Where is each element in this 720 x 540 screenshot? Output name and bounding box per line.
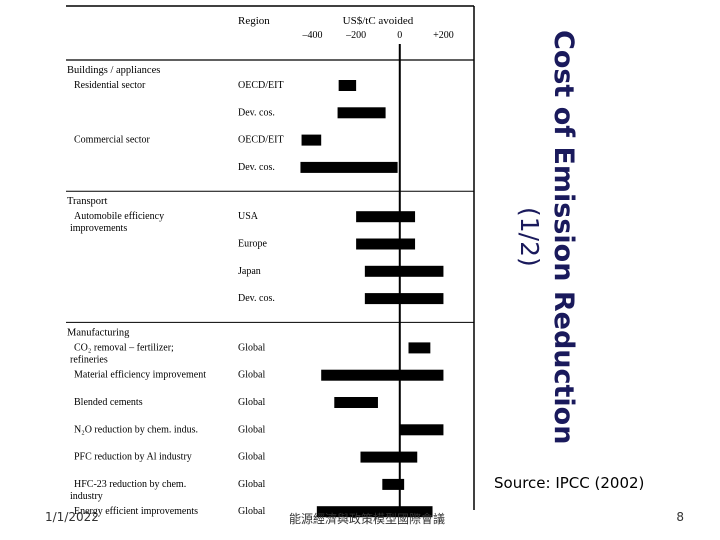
bar-3 — [301, 134, 322, 146]
row-region-10: Global — [238, 370, 265, 381]
row-region-4: Dev. cos. — [238, 162, 275, 173]
bar-7 — [364, 265, 444, 277]
tick-label-4: +200 — [433, 30, 454, 41]
bar-8 — [364, 293, 444, 305]
row-label-9-1: CO₂ removal – fertilizer; — [74, 342, 174, 353]
row-region-12: Global — [238, 424, 265, 435]
slide-title-line2: (1/2) — [515, 207, 544, 267]
row-label-15-1: Energy efficient improvements — [74, 506, 198, 517]
slide-title-line1: Cost of Emission Reduction — [548, 29, 579, 445]
row-label-3-1: Commercial sector — [74, 135, 150, 146]
row-label-13-1: PFC reduction by Al industry — [74, 452, 192, 463]
row-label-1-1: Residential sector — [74, 80, 146, 91]
row-region-14: Global — [238, 479, 265, 490]
row-label-9-2: refineries — [70, 354, 108, 365]
row-region-5: USA — [238, 211, 259, 222]
row-region-8: Dev. cos. — [238, 293, 275, 304]
row-region-9: Global — [238, 342, 265, 353]
group-heading-2: Transport — [67, 196, 108, 207]
row-label-14-1: HFC-23 reduction by chem. — [74, 479, 186, 490]
slide-title: Cost of Emission Reduction (1/2) — [498, 22, 594, 452]
row-region-6: Europe — [238, 239, 267, 250]
footer-conference: 能源經濟與政策模型國際會議 — [288, 512, 445, 526]
row-label-10-1: Material efficiency improvement — [74, 370, 206, 381]
tick-label-2: –200 — [345, 30, 366, 41]
page-number: 8 — [676, 510, 684, 524]
group-heading-3: Manufacturing — [67, 327, 130, 338]
row-region-13: Global — [238, 452, 265, 463]
tick-label-3: 0 — [397, 30, 402, 41]
bar-11 — [334, 397, 378, 408]
bar-1 — [338, 80, 357, 91]
row-region-3: OECD/EIT — [238, 135, 284, 146]
source-note: Source: IPCC (2002) — [494, 474, 645, 492]
row-region-15: Global — [238, 506, 265, 517]
bar-2 — [337, 107, 386, 119]
bar-13 — [360, 451, 418, 463]
bar-5 — [356, 211, 416, 223]
row-label-5-2: improvements — [70, 223, 127, 234]
axis-label: US$/tC avoided — [343, 15, 414, 27]
bar-12 — [399, 424, 444, 436]
row-label-11-1: Blended cements — [74, 397, 143, 408]
bar-4 — [300, 161, 398, 173]
row-region-2: Dev. cos. — [238, 107, 275, 118]
row-labels: Buildings / appliances Transport Manufactu… — [67, 65, 284, 517]
bar-10 — [321, 369, 444, 381]
row-region-11: Global — [238, 397, 265, 408]
row-region-1: OECD/EIT — [238, 80, 284, 91]
bar-14 — [382, 478, 405, 490]
row-region-7: Japan — [238, 266, 261, 277]
row-label-5-1: Automobile efficiency — [74, 211, 164, 222]
row-label-12-1: N₂O reduction by chem. indus. — [74, 424, 198, 435]
group-heading-1: Buildings / appliances — [67, 65, 160, 76]
tick-label-1: –400 — [301, 30, 322, 41]
footer-date: 1/1/2022 — [45, 510, 99, 524]
header-region: Region — [238, 15, 270, 27]
bar-15 — [316, 506, 433, 518]
bar-9 — [408, 342, 431, 354]
bars — [300, 80, 444, 518]
bar-6 — [356, 238, 416, 250]
chart-frame: Region US$/tC avoided –400 –200 0 +200 — [66, 5, 475, 510]
row-label-14-2: industry — [70, 491, 103, 502]
